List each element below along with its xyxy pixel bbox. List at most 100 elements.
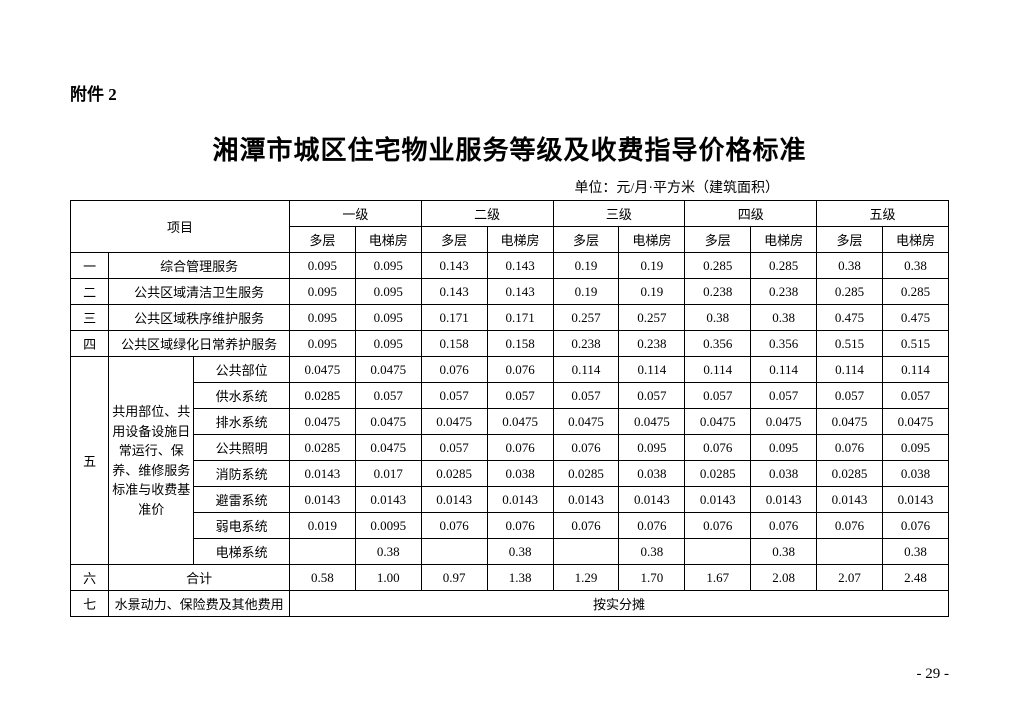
table-cell: 0.0285: [289, 435, 355, 461]
table-cell: 0.19: [619, 253, 685, 279]
table-cell: 0.171: [487, 305, 553, 331]
table-cell: 0.38: [685, 305, 751, 331]
table-cell: 0.58: [289, 565, 355, 591]
row-note: 按实分摊: [289, 591, 948, 617]
row-subname: 公共照明: [194, 435, 290, 461]
table-cell: 0.095: [619, 435, 685, 461]
table-cell: 0.143: [487, 253, 553, 279]
row-num: 七: [71, 591, 109, 617]
table-cell: 0.057: [553, 383, 619, 409]
table-cell: [553, 539, 619, 565]
table-cell: 0.0143: [817, 487, 883, 513]
table-cell: 0.0475: [751, 409, 817, 435]
table-cell: 0.0143: [421, 487, 487, 513]
table-cell: 0.095: [751, 435, 817, 461]
unit-label: 单位：元/月·平方米（建筑面积）: [70, 177, 949, 197]
table-cell: 0.285: [751, 253, 817, 279]
row-subname: 供水系统: [194, 383, 290, 409]
table-cell: 0.257: [619, 305, 685, 331]
row-name: 公共区域绿化日常养护服务: [109, 331, 290, 357]
row-num: 五: [71, 357, 109, 565]
table-cell: 0.0475: [289, 409, 355, 435]
table-cell: 0.0475: [817, 409, 883, 435]
header-item: 项目: [71, 201, 290, 253]
table-cell: 0.0285: [553, 461, 619, 487]
table-cell: 0.0285: [421, 461, 487, 487]
table-cell: 0.114: [883, 357, 949, 383]
table-cell: 0.171: [421, 305, 487, 331]
header-sub: 电梯房: [355, 227, 421, 253]
table-cell: 0.0475: [289, 357, 355, 383]
table-cell: 0.057: [619, 383, 685, 409]
table-cell: 0.38: [487, 539, 553, 565]
table-cell: 0.356: [685, 331, 751, 357]
header-level-3: 三级: [553, 201, 685, 227]
table-cell: 0.0143: [619, 487, 685, 513]
table-cell: 1.00: [355, 565, 421, 591]
table-cell: 0.515: [883, 331, 949, 357]
table-cell: 0.076: [619, 513, 685, 539]
table-cell: 1.70: [619, 565, 685, 591]
table-cell: 0.143: [487, 279, 553, 305]
table-cell: 0.475: [817, 305, 883, 331]
table-cell: 0.095: [289, 253, 355, 279]
table-cell: 2.07: [817, 565, 883, 591]
table-cell: 1.67: [685, 565, 751, 591]
table-cell: 0.0143: [487, 487, 553, 513]
table-cell: 0.095: [289, 305, 355, 331]
table-cell: 0.038: [619, 461, 685, 487]
table-cell: 0.076: [553, 513, 619, 539]
header-level-5: 五级: [817, 201, 949, 227]
table-cell: 0.0143: [355, 487, 421, 513]
table-cell: 0.0475: [355, 409, 421, 435]
table-cell: 0.057: [883, 383, 949, 409]
table-cell: 0.057: [421, 383, 487, 409]
table-cell: 0.158: [421, 331, 487, 357]
table-cell: 0.095: [355, 331, 421, 357]
table-cell: 0.38: [883, 539, 949, 565]
row-num: 六: [71, 565, 109, 591]
table-cell: 0.38: [751, 305, 817, 331]
table-cell: 0.114: [685, 357, 751, 383]
row-subname: 排水系统: [194, 409, 290, 435]
table-cell: 0.158: [487, 331, 553, 357]
row-name: 水景动力、保险费及其他费用: [109, 591, 290, 617]
row-name: 综合管理服务: [109, 253, 290, 279]
header-sub: 电梯房: [751, 227, 817, 253]
table-cell: 0.97: [421, 565, 487, 591]
table-cell: 0.0285: [817, 461, 883, 487]
table-cell: 0.095: [883, 435, 949, 461]
table-cell: 0.0143: [553, 487, 619, 513]
table-cell: 0.0475: [487, 409, 553, 435]
table-cell: 1.38: [487, 565, 553, 591]
header-sub: 多层: [685, 227, 751, 253]
page-title: 湘潭市城区住宅物业服务等级及收费指导价格标准: [70, 130, 949, 167]
row-name: 公共区域秩序维护服务: [109, 305, 290, 331]
table-cell: 0.238: [553, 331, 619, 357]
table-cell: 0.257: [553, 305, 619, 331]
pricing-table: 项目 一级 二级 三级 四级 五级 多层电梯房多层电梯房多层电梯房多层电梯房多层…: [70, 200, 949, 617]
table-cell: 0.19: [619, 279, 685, 305]
table-cell: 0.475: [883, 305, 949, 331]
table-cell: 0.0143: [751, 487, 817, 513]
table-cell: 0.057: [751, 383, 817, 409]
table-cell: 0.095: [355, 305, 421, 331]
table-cell: 0.356: [751, 331, 817, 357]
table-cell: 0.076: [685, 513, 751, 539]
header-sub: 多层: [553, 227, 619, 253]
table-cell: 0.076: [685, 435, 751, 461]
row-num: 一: [71, 253, 109, 279]
table-cell: 0.076: [487, 513, 553, 539]
table-cell: 0.017: [355, 461, 421, 487]
table-cell: 0.095: [355, 253, 421, 279]
header-sub: 电梯房: [883, 227, 949, 253]
table-cell: 1.29: [553, 565, 619, 591]
table-cell: [685, 539, 751, 565]
table-cell: 0.095: [289, 279, 355, 305]
table-cell: 0.076: [817, 513, 883, 539]
row-subname: 避雷系统: [194, 487, 290, 513]
row-category: 共用部位、共用设备设施日常运行、保养、维修服务标准与收费基准价: [109, 357, 194, 565]
header-level-1: 一级: [289, 201, 421, 227]
table-cell: 0.057: [487, 383, 553, 409]
table-cell: 0.238: [685, 279, 751, 305]
